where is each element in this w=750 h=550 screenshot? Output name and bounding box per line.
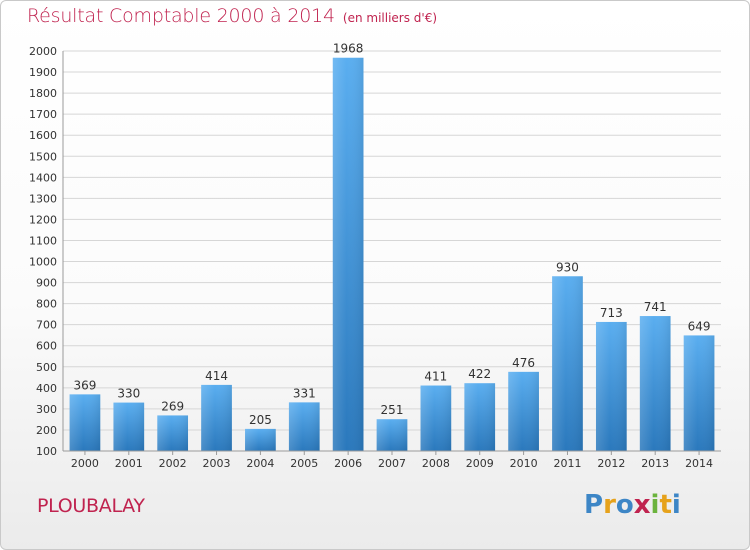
data-label: 205 [249,413,272,427]
data-labels: 369 330 269 414 205 331 1968 251 411 422 476 930 713… [73,42,710,427]
x-tick-label: 2010 [510,457,538,470]
x-tick-label: 2008 [422,457,450,470]
logo-letter: r [603,490,616,520]
bar-shine [201,384,232,451]
x-tick-label: 2006 [334,457,362,470]
y-tick-label: 1500 [29,150,57,163]
x-tick-label: 2007 [378,457,406,470]
x-tick-label: 2004 [246,457,274,470]
data-label: 251 [381,403,404,417]
chart-title-block: Résultat Comptable 2000 à 2014 (en millie… [27,5,437,27]
y-tick-label: 1600 [29,129,57,142]
data-label: 331 [293,386,316,400]
data-label: 649 [688,319,711,333]
y-tick-label: 300 [36,403,57,416]
x-axis: 2000 2001 2002 2003 2004 2005 2006 2007 2008 2009… [63,450,721,470]
logo-letter: t [659,490,672,520]
chart-subtitle: (en milliers d'€) [342,11,438,25]
x-tick-label: 2001 [115,457,143,470]
y-tick-label: 600 [36,340,57,353]
bar-shine [508,371,539,451]
y-tick-label: 500 [36,361,57,374]
proxiti-logo[interactable]: Proxiti [584,490,681,520]
data-label: 330 [117,387,140,401]
bar-shine [420,385,452,451]
bar-shine [595,321,627,451]
y-tick-label: 2000 [29,45,57,58]
chart-title: Résultat Comptable 2000 à 2014 [27,5,335,27]
bars [69,57,715,451]
x-tick-label: 2009 [466,457,494,470]
y-tick-label: 1900 [29,66,57,79]
bar-shine [288,402,320,451]
data-label: 713 [600,306,623,320]
logo-letter: o [615,490,634,520]
x-tick-label: 2003 [203,457,231,470]
bar-shine [69,394,101,451]
commune-name: PLOUBALAY [37,495,145,517]
x-tick-label: 2013 [641,457,669,470]
y-tick-label: 1100 [29,234,57,247]
data-label: 930 [556,260,579,274]
data-label: 476 [512,356,535,370]
x-tick-label: 2000 [71,457,99,470]
data-label: 422 [468,367,491,381]
y-tick-label: 700 [36,319,57,332]
bar-shine [639,316,671,451]
data-label: 411 [424,370,447,384]
bar-shine [113,402,145,451]
y-tick-label: 800 [36,298,57,311]
x-tick-label: 2005 [290,457,318,470]
bar-shine [157,415,189,451]
y-tick-label: 1800 [29,87,57,100]
y-tick-label: 1000 [29,256,57,269]
bar-shine [245,428,276,451]
y-tick-label: 900 [36,277,57,290]
x-tick-label: 2012 [597,457,625,470]
data-label: 741 [644,300,667,314]
data-label: 369 [73,378,96,392]
logo-letter: x [633,490,651,520]
y-tick-label: 1700 [29,108,57,121]
x-tick-label: 2011 [553,457,581,470]
data-label: 414 [205,369,228,383]
y-tick-label: 400 [36,382,57,395]
y-tick-label: 1400 [29,171,57,184]
bar-shine [552,276,583,451]
data-label: 269 [161,399,184,413]
y-tick-label: 1200 [29,213,57,226]
logo-letter: i [650,490,660,520]
logo-letter: P [584,490,604,520]
logo-letter: i [671,490,681,520]
y-tick-label: 1300 [29,192,57,205]
y-tick-label: 200 [36,424,57,437]
bar-shine [332,57,364,451]
bar-shine [376,419,408,451]
bar-shine [683,335,715,451]
data-label: 1968 [333,42,364,56]
x-tick-label: 2002 [159,457,187,470]
x-tick-label: 2014 [685,457,713,470]
bar-shine [464,383,496,451]
y-axis: 100 200 300 400 500 600 700 800 900 1000 1100 1200 1… [29,45,64,458]
y-tick-label: 100 [36,445,57,458]
